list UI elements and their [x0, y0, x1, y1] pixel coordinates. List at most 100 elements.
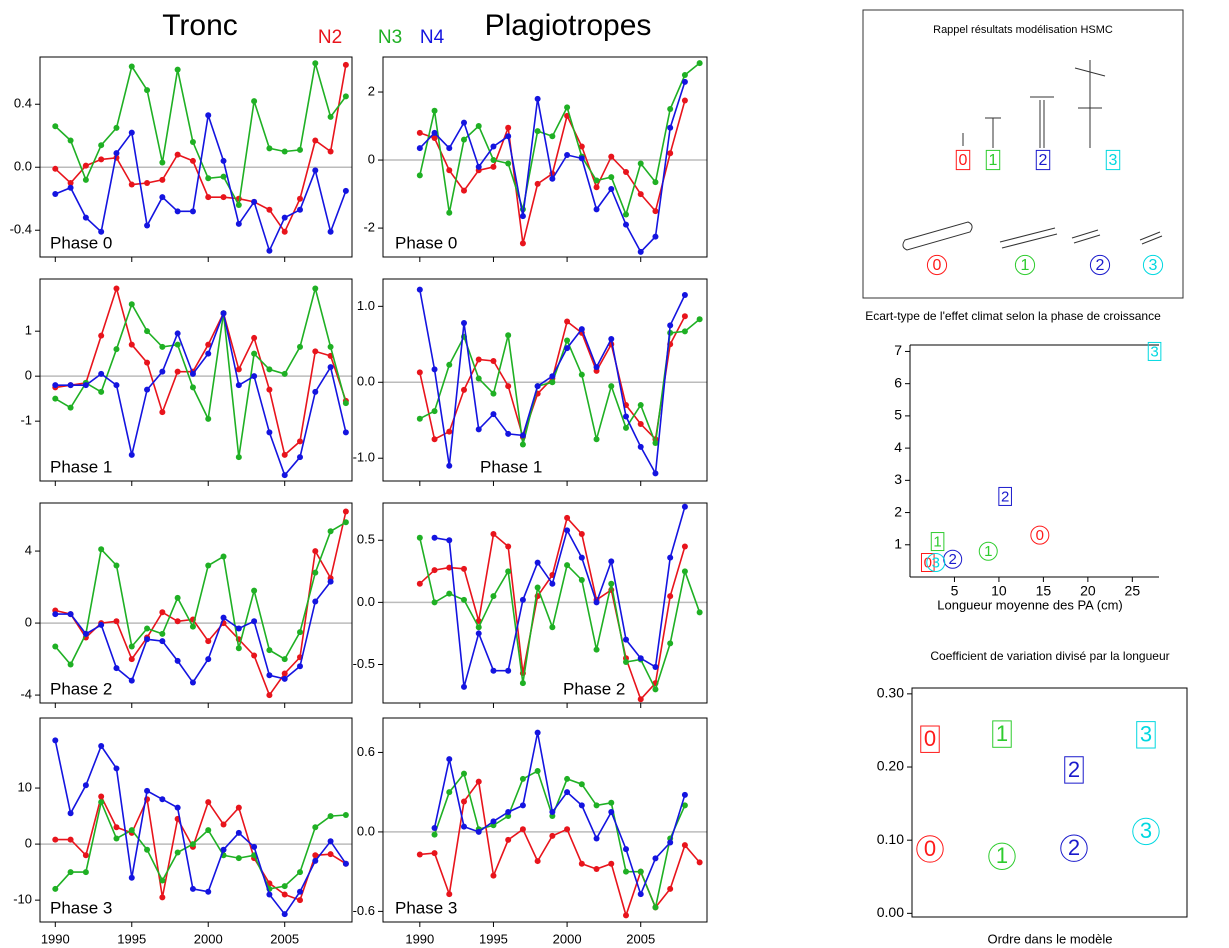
x-tick-label: 2000 — [194, 931, 223, 946]
data-point — [297, 343, 303, 350]
data-point — [128, 874, 135, 881]
data-point — [431, 134, 438, 141]
data-point — [205, 562, 212, 569]
data-point — [446, 789, 453, 796]
data-point — [681, 291, 688, 298]
order-label: 0 — [924, 726, 936, 751]
data-point — [144, 179, 151, 186]
data-point — [235, 829, 242, 836]
order-label: 0 — [924, 554, 932, 571]
data-point — [205, 341, 212, 348]
y-tick-label: 0 — [368, 151, 375, 166]
label-box — [920, 553, 935, 572]
data-point — [82, 630, 89, 637]
data-point — [608, 174, 615, 181]
branch — [1071, 229, 1101, 244]
y-tick-label: 0.00 — [877, 904, 904, 920]
data-point — [519, 213, 526, 220]
scatter-point: 1 — [992, 720, 1012, 748]
order-label: 2 — [1068, 757, 1080, 782]
data-point — [475, 778, 482, 785]
data-point — [312, 137, 319, 144]
diagram — [862, 9, 1184, 299]
data-point — [416, 145, 423, 152]
data-point — [52, 382, 59, 389]
column-title: Plagiotropes — [485, 9, 652, 42]
data-point — [312, 167, 319, 174]
data-point — [312, 348, 319, 355]
data-point — [681, 543, 688, 550]
data-point — [144, 386, 151, 393]
data-point — [113, 665, 120, 672]
data-point — [490, 872, 497, 879]
order-label: 1 — [984, 543, 992, 560]
data-point — [144, 846, 151, 853]
data-point — [681, 78, 688, 85]
data-point — [623, 636, 629, 643]
data-point — [174, 618, 181, 625]
diagram-title: Rappel résultats modélisation HSMC — [933, 24, 1113, 36]
scatter-point: 1 — [978, 541, 998, 561]
data-point — [52, 165, 59, 172]
scatter-point: 0 — [920, 553, 935, 572]
panel-annotation: Phase 2 — [50, 679, 112, 698]
data-point — [297, 454, 303, 461]
data-point — [461, 119, 467, 126]
data-point — [281, 228, 288, 235]
data-point — [266, 145, 273, 152]
scatter-point: 3 — [1147, 341, 1162, 361]
data-point — [519, 441, 526, 448]
data-point — [205, 799, 212, 806]
data-point — [174, 849, 181, 856]
data-point — [82, 176, 89, 183]
panel-frame — [382, 502, 708, 704]
y-tick-label: 1.0 — [357, 298, 375, 313]
data-point — [696, 316, 703, 323]
panel-annotation: Phase 3 — [50, 898, 112, 917]
data-point — [189, 157, 196, 164]
data-point — [608, 799, 615, 806]
data-point — [113, 824, 120, 831]
branch — [902, 221, 973, 251]
data-point — [623, 868, 629, 875]
order-label: 0 — [1036, 527, 1044, 544]
x-axis-label: Longueur moyenne des PA (cm) — [937, 597, 1122, 612]
data-point — [144, 359, 151, 366]
data-point — [681, 72, 688, 79]
data-point — [159, 877, 166, 884]
data-point — [52, 643, 59, 650]
data-point — [98, 799, 105, 806]
order-label: 3 — [1109, 152, 1118, 169]
data-point — [251, 198, 258, 205]
data-point — [128, 129, 135, 136]
data-point — [128, 301, 135, 308]
data-point — [534, 383, 541, 390]
order-label: 2 — [949, 551, 957, 568]
data-point — [431, 436, 438, 443]
data-point — [128, 656, 135, 663]
data-point — [251, 98, 258, 105]
data-point — [549, 624, 556, 631]
data-point — [608, 153, 615, 160]
data-point — [174, 330, 181, 337]
x-tick-label: 2005 — [270, 931, 299, 946]
data-point — [281, 911, 288, 918]
order-label: 3 — [1150, 343, 1158, 360]
y-tick-label: 3 — [894, 471, 902, 487]
label-box — [930, 532, 945, 552]
data-point — [446, 537, 453, 544]
data-point — [681, 328, 688, 335]
data-point — [113, 150, 120, 157]
data-point — [159, 609, 166, 616]
data-point — [416, 534, 423, 541]
data-point — [549, 133, 556, 140]
data-point — [281, 891, 288, 898]
data-point — [174, 594, 181, 601]
data-point — [220, 194, 227, 201]
y-tick-label: -2 — [363, 220, 375, 235]
y-tick-label: 0.4 — [14, 96, 32, 111]
data-point — [327, 343, 334, 350]
data-point — [608, 335, 615, 342]
data-point — [490, 358, 497, 365]
